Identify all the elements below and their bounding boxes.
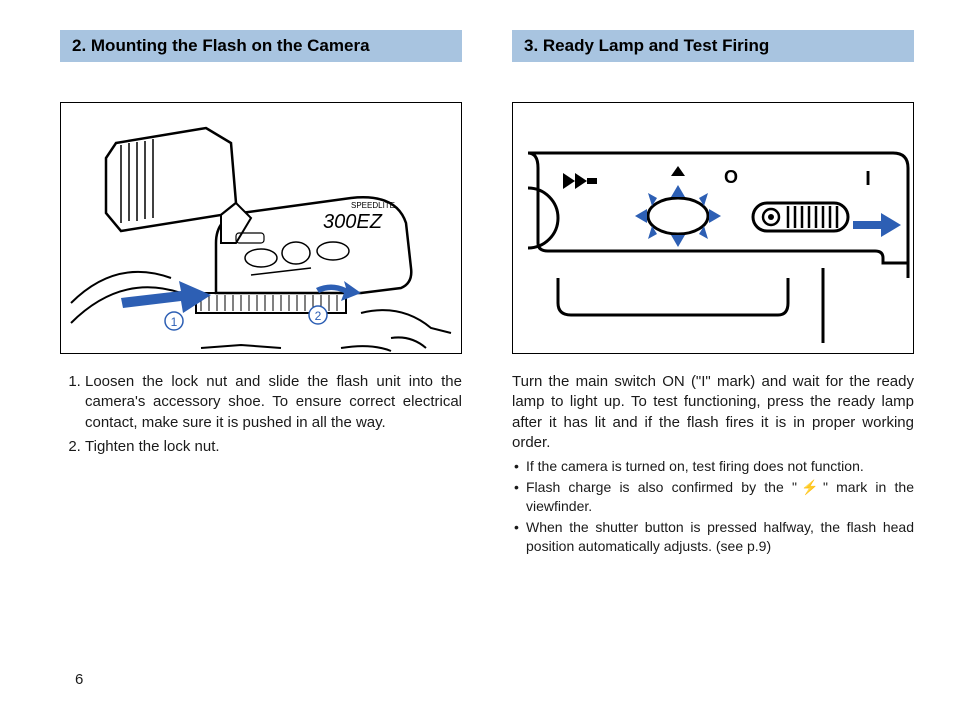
bullet-3: When the shutter button is pressed halfw… [514,518,914,556]
page-number: 6 [75,671,83,688]
right-column: 3. Ready Lamp and Test Firing [512,30,914,557]
section-heading-3: 3. Ready Lamp and Test Firing [512,30,914,62]
figure-mounting: SPEEDLITE 300EZ 1 2 [60,102,462,354]
left-column: 2. Mounting the Flash on the Camera [60,30,462,557]
callout-1: 1 [171,315,178,329]
step-2: Tighten the lock nut. [85,437,462,457]
label-model: 300EZ [323,211,383,233]
label-speedlite: SPEEDLITE [351,201,395,210]
section-heading-2: 2. Mounting the Flash on the Camera [60,30,462,62]
callout-2: 2 [315,309,322,323]
left-text: Loosen the lock nut and slide the flash … [60,372,462,461]
bullet-2: Flash charge is also confirmed by the "⚡… [514,478,914,516]
step-1: Loosen the lock nut and slide the flash … [85,372,462,433]
right-paragraph: Turn the main switch ON ("I" mark) and w… [512,372,914,453]
label-i: I [865,168,871,190]
bullet-1: If the camera is turned on, test firing … [514,457,914,476]
label-o: O [724,167,738,187]
figure-ready-lamp: O I [512,102,914,354]
right-text: Turn the main switch ON ("I" mark) and w… [512,372,914,557]
